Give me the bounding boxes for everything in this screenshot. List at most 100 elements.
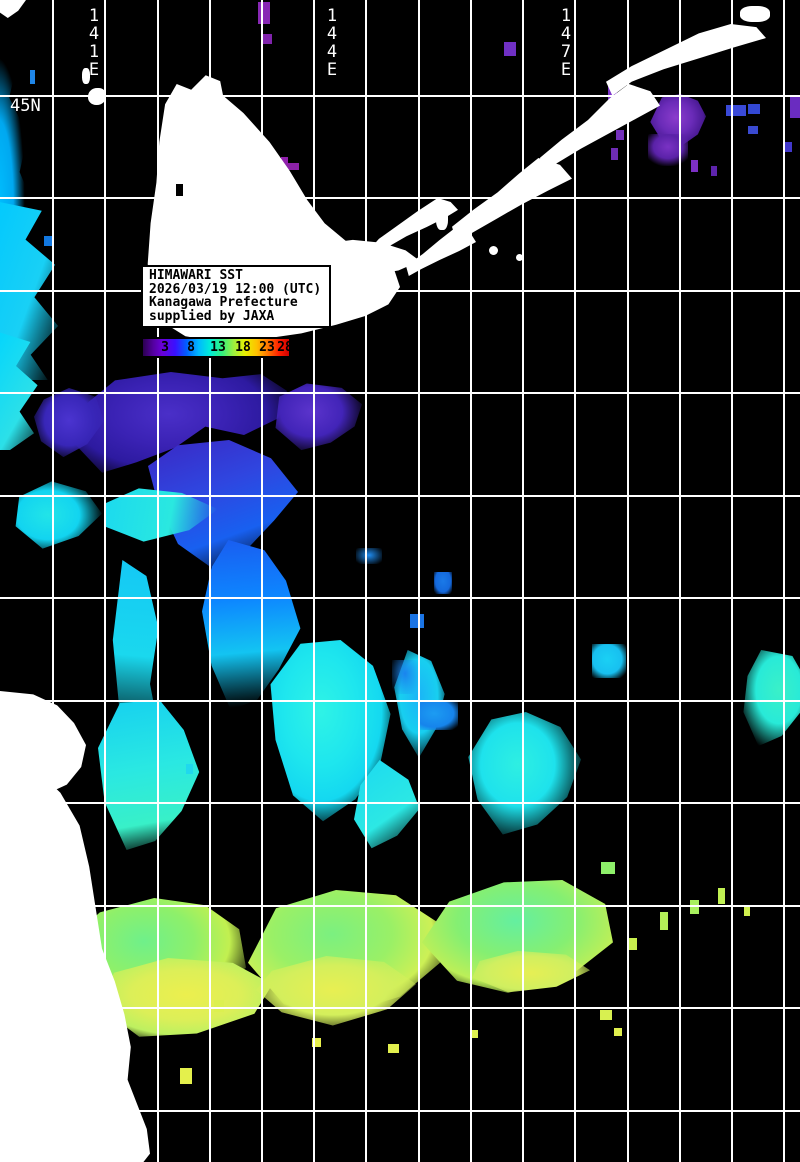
sst-speck-east-8: [614, 1028, 622, 1036]
sst-patch-ne-blue-5: [392, 660, 418, 694]
sst-patch-eddy-filament-a: [354, 760, 420, 849]
sst-patch-warm-west-green: [76, 898, 246, 1014]
sst-patch-japan-sea-speck-b: [44, 236, 52, 246]
longitude-label-141e: 141E: [84, 6, 104, 78]
sst-speck-east-5: [718, 888, 725, 904]
colorbar-tick-3: 3: [161, 340, 169, 355]
info-datetime: 2026/03/19 12:00 (UTC): [149, 281, 322, 297]
longitude-label-147e: 147E: [556, 6, 576, 78]
sst-patch-central-eddy-large: [270, 640, 391, 822]
sst-patch-eddy-far-right-b: [743, 650, 800, 746]
sst-patch-sea-of-japan-mid: [0, 200, 59, 380]
sst-patch-coastal-cyan-2: [105, 488, 218, 542]
sst-patch-kuril-speck-f: [726, 105, 746, 116]
colorbar-tick-23: 23: [259, 340, 275, 355]
grid-line-horizontal: [0, 1110, 800, 1112]
sst-patch-kuril-speck-h: [748, 126, 758, 134]
colorbar-tick-28: 28: [277, 340, 293, 355]
grid-line-vertical: [313, 0, 315, 1162]
sst-patch-sea-of-japan-north: [0, 48, 42, 358]
longitude-label-144e: 144E: [322, 6, 342, 78]
grid-line-vertical: [574, 0, 576, 1162]
colorbar-tick-8: 8: [187, 340, 195, 355]
sst-patch-hokkaido-inland-speck-b: [281, 157, 288, 165]
grid-line-horizontal: [0, 1007, 800, 1009]
sst-patch-warm-east-yellow: [472, 950, 590, 993]
info-region: Kanagawa Prefecture: [149, 295, 298, 310]
grid-line-vertical: [261, 0, 263, 1162]
land-kuril-speck-a: [740, 6, 770, 22]
sst-patch-kuril-speck-a: [608, 86, 617, 102]
sst-speck-south-4: [312, 1038, 321, 1047]
sst-speck-east-1: [601, 862, 615, 874]
grid-line-vertical: [157, 0, 159, 1162]
land-rebun-island: [88, 88, 106, 105]
sst-patch-eddy-mid-right: [468, 712, 581, 835]
sst-patch-hokkaido-west-cyan: [112, 560, 159, 760]
sst-patch-okhotsk-main: [72, 372, 287, 473]
product-info-box: HIMAWARI SST 2026/03/19 12:00 (UTC) Kana…: [141, 265, 331, 328]
sst-patch-warm-center-green: [248, 890, 440, 1015]
land-etorofu-island: [452, 158, 572, 243]
grid-line-vertical: [470, 0, 472, 1162]
sst-patch-kuril-speck-c: [611, 148, 618, 160]
sst-patch-japan-sea-speck-a: [30, 70, 35, 84]
grid-line-horizontal: [0, 495, 800, 497]
sst-speck-east-2: [627, 938, 637, 950]
sst-patch-hokkaido-inland-speck-c: [343, 264, 353, 276]
sst-speck-east-7: [600, 1010, 612, 1020]
grid-line-vertical: [627, 0, 629, 1162]
land-sado-island: [18, 900, 34, 922]
grid-line-vertical: [731, 0, 733, 1162]
land-urup-island: [540, 84, 660, 174]
sst-patch-kuril-speck-j: [790, 96, 800, 118]
sst-patch-okhotsk-tongue: [202, 540, 301, 710]
sst-patch-okhotsk-west-lobe: [34, 388, 104, 458]
grid-line-vertical: [418, 0, 420, 1162]
land-tohoku-north: [0, 690, 86, 800]
sst-patch-kuril-speck-m: [262, 34, 272, 44]
sst-speck-south-5: [388, 1044, 399, 1053]
sst-patch-kuril-speck-d: [691, 160, 698, 172]
sst-patch-okhotsk-coastal-cyan: [15, 481, 102, 549]
info-title: HIMAWARI SST: [149, 268, 243, 283]
sst-patch-ne-blue-4: [418, 700, 458, 730]
grid-line-vertical: [783, 0, 785, 1162]
grid-line-horizontal: [0, 905, 800, 907]
temperature-colorbar: 3 8 13 18 23 28: [141, 337, 293, 358]
sst-speck-south-1: [118, 1042, 127, 1053]
sst-patch-kuril-speck-l: [258, 2, 270, 24]
sst-patch-warm-east-green: [421, 880, 613, 993]
land-sakhalin-tip: [0, 0, 26, 18]
sst-patch-kuril-speck-k: [504, 42, 516, 56]
info-credit: supplied by JAXA: [149, 308, 275, 324]
land-izu-island: [0, 1090, 14, 1112]
sst-patch-kuril-cold-lower: [648, 134, 688, 166]
land-lake-kussharo: [176, 184, 183, 196]
sst-patch-sanriku-cyan: [98, 700, 200, 850]
sst-patch-eddy-far-right-a: [592, 644, 626, 678]
sst-speck-south-6: [470, 1030, 478, 1038]
sst-patch-ne-blue-2: [356, 548, 382, 564]
sst-patch-kuril-speck-b: [616, 130, 624, 140]
sst-patch-okhotsk-central-plume: [148, 440, 298, 568]
grid-line-vertical: [522, 0, 524, 1162]
sst-speck-south-2: [180, 1068, 192, 1084]
sst-patch-kuril-cold-core: [650, 94, 706, 147]
grid-line-vertical: [679, 0, 681, 1162]
land-shiretoko-peninsula: [366, 198, 458, 259]
sst-patch-sea-of-japan-south: [0, 330, 38, 450]
land-honshu-tohoku: [0, 760, 150, 1162]
sst-patch-hokkaido-inland-speck-a: [277, 163, 299, 170]
colorbar-tick-labels: 3 8 13 18 23 28: [143, 339, 293, 356]
sst-patch-ne-blue-3: [410, 614, 424, 628]
grid-line-horizontal: [0, 597, 800, 599]
sst-speck-south-7: [186, 764, 193, 774]
grid-line-horizontal: [0, 290, 800, 292]
sst-speck-east-3: [660, 912, 668, 930]
grid-line-vertical: [104, 0, 106, 1162]
colorbar-gradient: [143, 339, 289, 356]
